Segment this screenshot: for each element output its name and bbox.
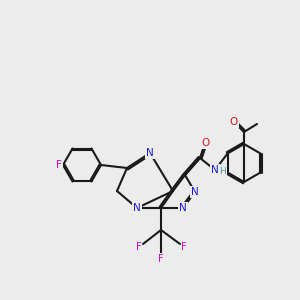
Text: F: F bbox=[158, 254, 164, 264]
Text: O: O bbox=[230, 117, 238, 127]
Text: N: N bbox=[133, 203, 141, 213]
Text: N: N bbox=[146, 148, 154, 158]
Text: H: H bbox=[220, 167, 226, 176]
Text: F: F bbox=[181, 242, 187, 252]
Text: F: F bbox=[56, 160, 62, 170]
Text: F: F bbox=[136, 242, 142, 252]
Text: N: N bbox=[179, 203, 187, 213]
Text: N: N bbox=[211, 165, 219, 175]
Text: O: O bbox=[201, 138, 209, 148]
Text: N: N bbox=[191, 187, 199, 197]
